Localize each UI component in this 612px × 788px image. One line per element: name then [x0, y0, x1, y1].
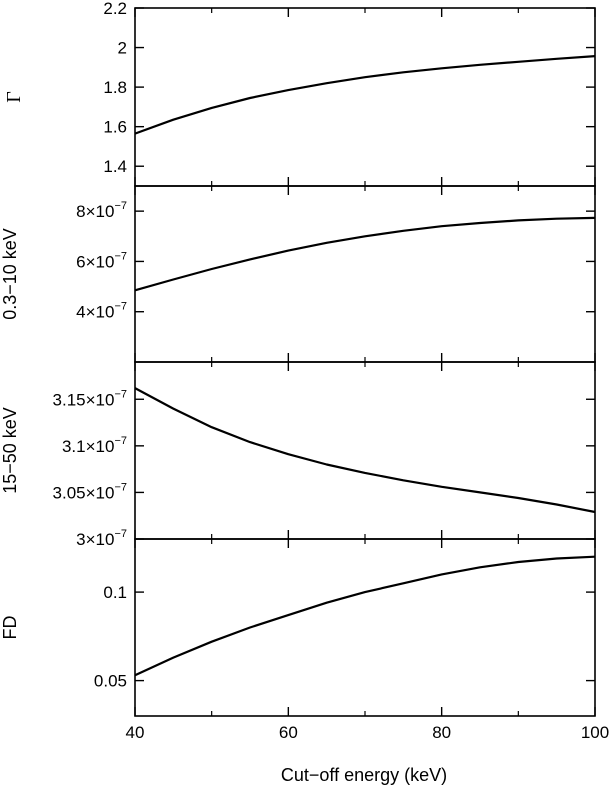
y-tick-mantissa: 3.05×10	[53, 483, 115, 502]
series-line	[134, 387, 596, 514]
y-tick-mantissa: 4×10	[76, 303, 114, 322]
panel-2: 4×10−76×10−78×10−70.3−10 keV	[0, 185, 596, 363]
y-tick-exponent: −7	[114, 250, 127, 262]
x-tick-label: 40	[126, 723, 145, 742]
y-tick-label: 0.1	[103, 583, 127, 602]
y-tick-exponent: −7	[114, 388, 127, 400]
y-axis-label: 15−50 keV	[0, 407, 20, 494]
y-tick-exponent: −7	[114, 481, 127, 493]
x-axis-label: Cut−off energy (keV)	[281, 765, 447, 785]
y-tick-exponent: −7	[114, 528, 127, 540]
y-tick-mantissa: 3×10	[76, 530, 114, 549]
x-tick-label: 100	[581, 723, 609, 742]
panel-frame	[134, 7, 596, 187]
y-tick-label: 2	[118, 39, 127, 58]
y-tick-exponent: −7	[114, 435, 127, 447]
series-line	[134, 555, 596, 677]
y-tick-mantissa: 3.15×10	[53, 390, 115, 409]
y-tick-label: 3.1×10−7	[62, 435, 127, 456]
x-tick-label: 80	[432, 723, 451, 742]
series-line	[134, 216, 596, 292]
y-tick-label: 1.6	[103, 118, 127, 137]
panel-1: 1.4 1.6 1.8 2 2.2 Γ	[3, 0, 596, 187]
y-tick-mantissa: 8×10	[76, 202, 114, 221]
y-tick-exponent: −7	[114, 301, 127, 313]
panel-3: 3×10−73.05×10−73.1×10−73.15×10−715−50 ke…	[0, 361, 596, 549]
y-tick-mantissa: 6×10	[76, 252, 114, 271]
y-tick-mantissa: 3.1×10	[62, 437, 114, 456]
y-tick-label: 3.05×10−7	[53, 481, 127, 502]
y-tick-label: 3×10−7	[76, 528, 127, 549]
y-tick-label: 6×10−7	[76, 250, 127, 271]
y-tick-label: 2.2	[103, 0, 127, 18]
x-tick-label: 60	[279, 723, 298, 742]
panel-frame	[134, 361, 596, 540]
panel-frame	[134, 185, 596, 363]
panel-4: 0.05 0.1 FD	[0, 538, 596, 717]
y-tick-label: 1.4	[103, 157, 127, 176]
y-axis-label: 0.3−10 keV	[0, 228, 20, 320]
chart-panels: 1.41.61.822.2Γ4×10−76×10−78×10−70.3−10 k…	[0, 0, 609, 742]
panel-frame	[134, 538, 596, 717]
y-tick-label: 8×10−7	[76, 200, 127, 221]
y-tick-exponent: −7	[114, 200, 127, 212]
y-tick-label: 0.05	[94, 672, 127, 691]
y-axis-label: Γ	[3, 91, 25, 103]
y-tick-label: 4×10−7	[76, 301, 127, 322]
y-axis-label: FD	[0, 616, 20, 640]
series-line	[134, 55, 596, 135]
y-tick-label: 3.15×10−7	[53, 388, 127, 409]
y-tick-label: 1.8	[103, 78, 127, 97]
